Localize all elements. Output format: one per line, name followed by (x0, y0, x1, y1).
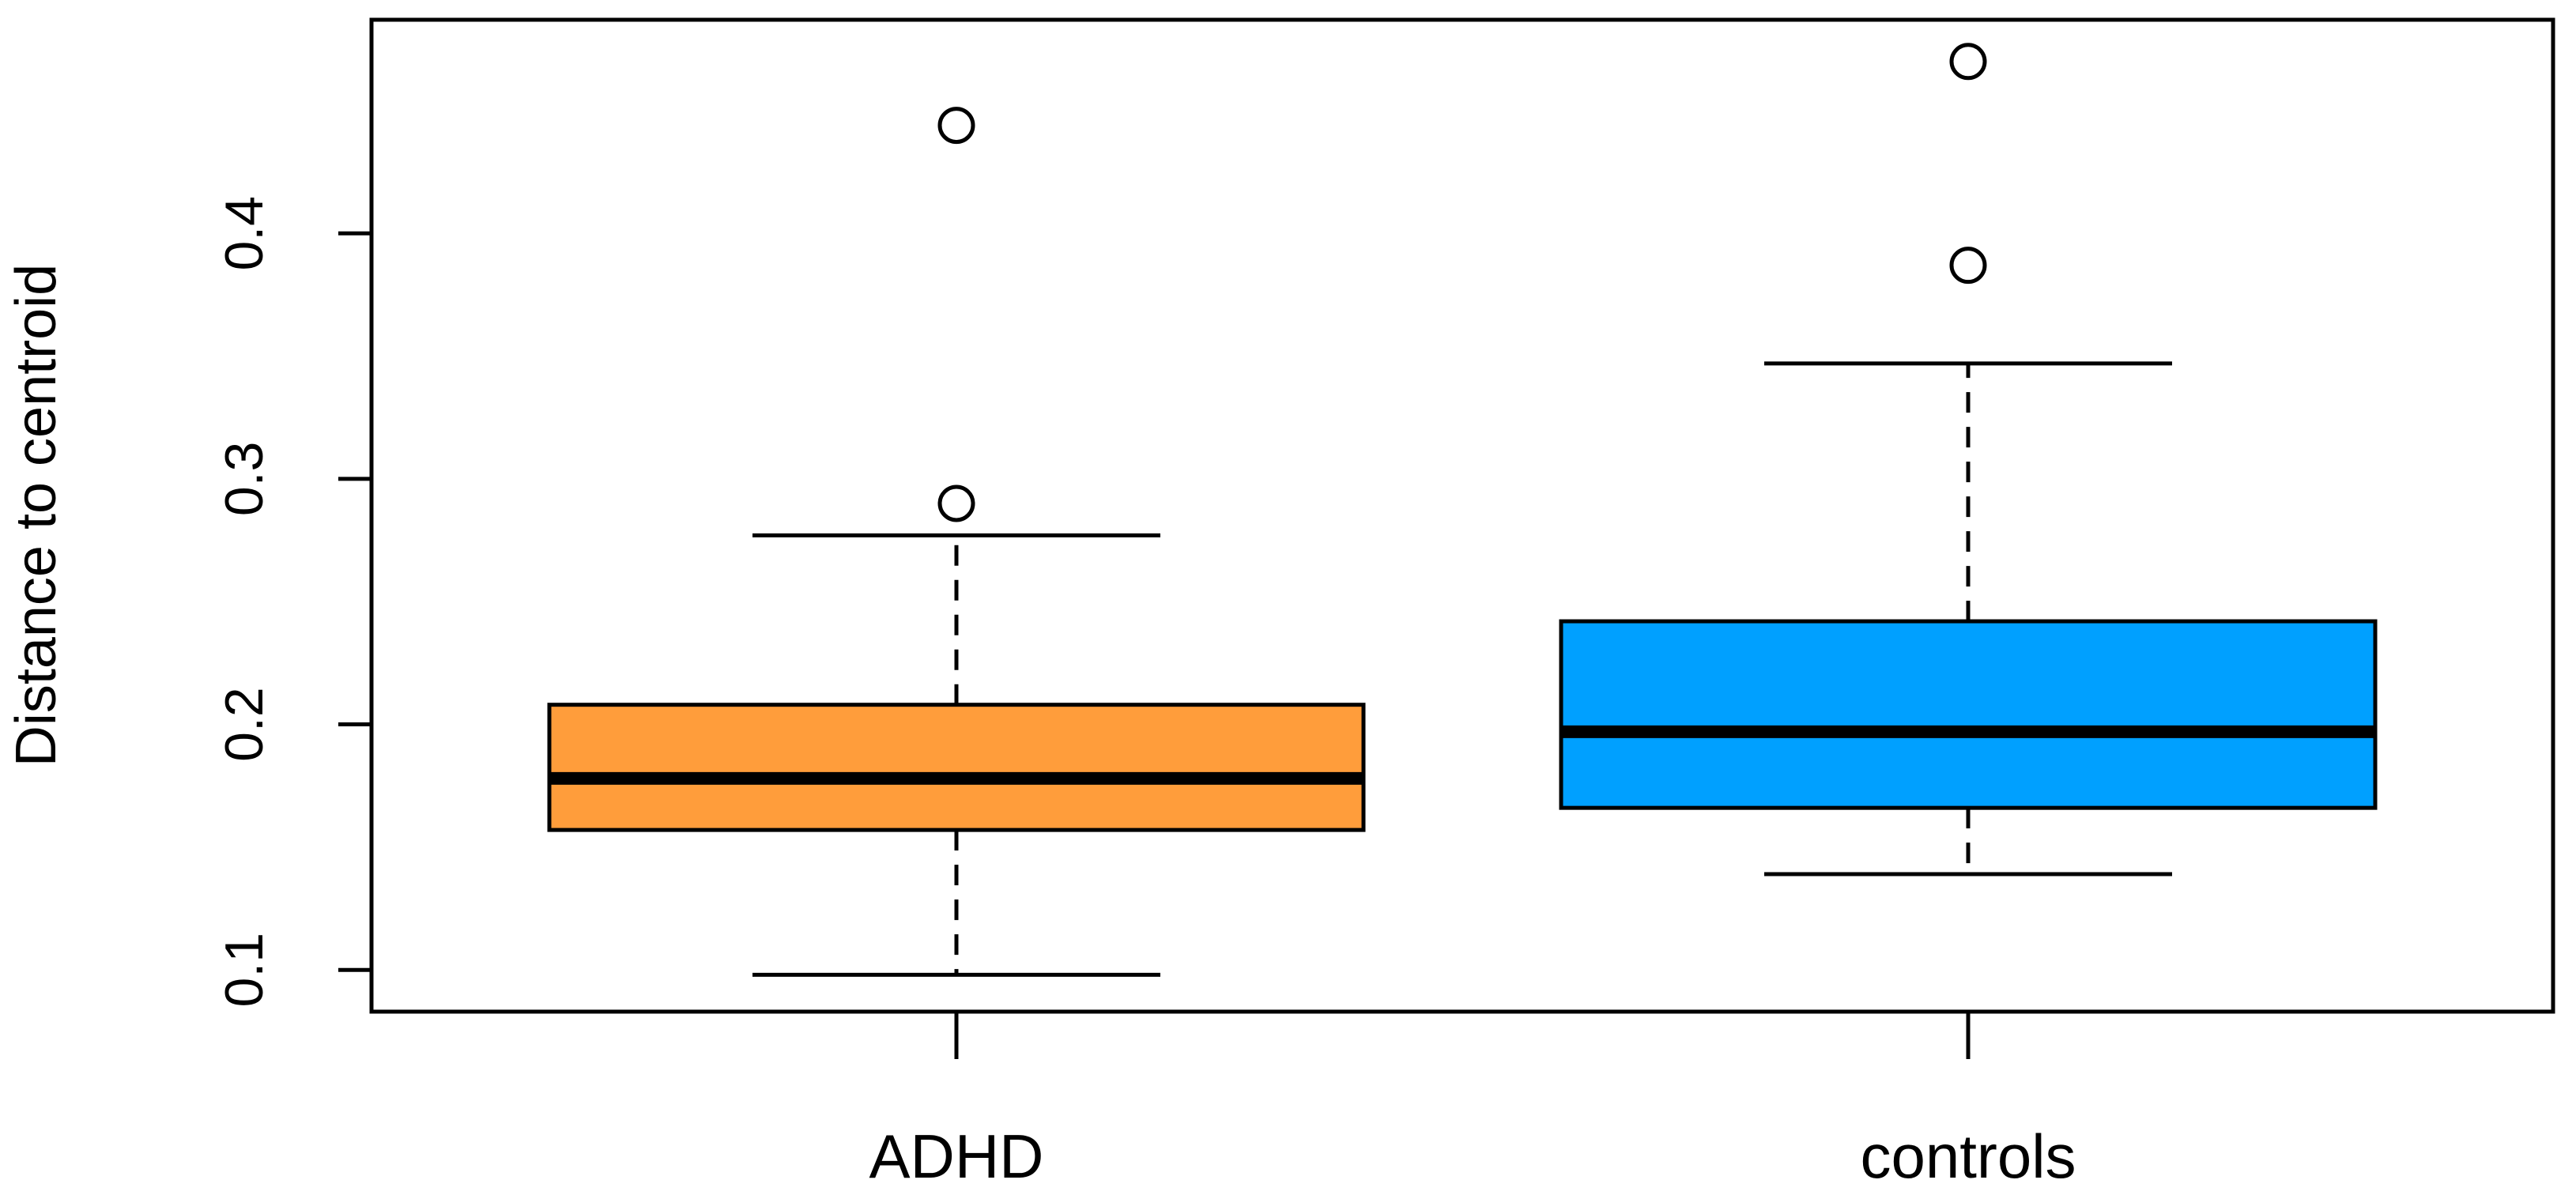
plot-frame (369, 17, 2555, 1014)
box-controls (1559, 619, 2378, 810)
y-tick-label: 0.2 (214, 687, 274, 762)
y-tick-label: 0.3 (214, 442, 274, 517)
y-axis-label: Distance to centroid (5, 264, 68, 767)
outlier-controls (1949, 247, 1987, 285)
x-tick-label-controls: controls (1860, 1121, 2076, 1191)
box-adhd (547, 703, 1366, 832)
y-tick-label: 0.4 (214, 196, 274, 271)
x-tick-label-adhd: ADHD (869, 1121, 1043, 1191)
y-tick-label: 0.1 (214, 933, 274, 1008)
outlier-adhd (937, 484, 975, 522)
outlier-controls (1949, 43, 1987, 81)
outlier-adhd (937, 107, 975, 145)
plot-marks: 0.1 0.2 0.3 0.4 ADHD controls (214, 43, 2378, 1191)
